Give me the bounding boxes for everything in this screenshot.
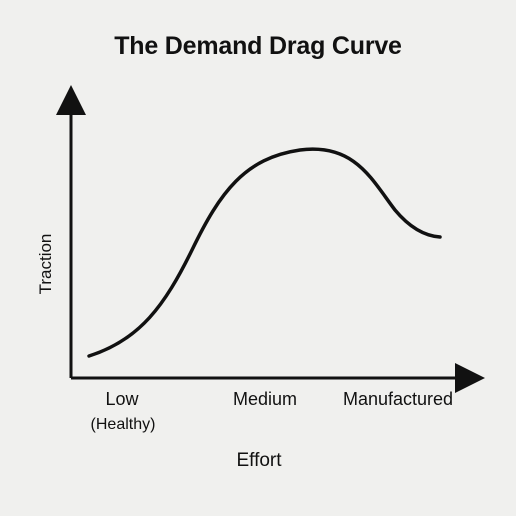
- y-axis-label: Traction: [36, 233, 55, 295]
- diagram-title: The Demand Drag Curve: [114, 32, 402, 60]
- demand-drag-curve: [87, 147, 442, 358]
- x-tick-manufactured: Manufactured: [342, 389, 454, 409]
- x-tick-low: Low: [105, 389, 139, 409]
- x-tick-medium: Medium: [232, 389, 298, 409]
- x-tick-low-sublabel: (Healthy): [90, 416, 156, 433]
- x-axis-label: Effort: [236, 450, 282, 471]
